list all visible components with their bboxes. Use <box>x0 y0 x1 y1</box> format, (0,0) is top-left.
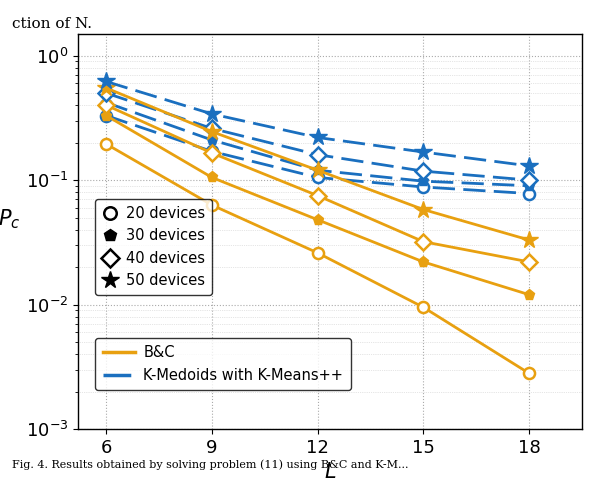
X-axis label: $L$: $L$ <box>324 462 336 482</box>
Legend: B&C, K-Medoids with K-Means++: B&C, K-Medoids with K-Means++ <box>95 338 350 390</box>
Text: Fig. 4. Results obtained by solving problem (11) using B&C and K-M...: Fig. 4. Results obtained by solving prob… <box>12 459 409 470</box>
Text: ction of N.: ction of N. <box>12 17 92 31</box>
Y-axis label: $P_c$: $P_c$ <box>0 208 20 231</box>
